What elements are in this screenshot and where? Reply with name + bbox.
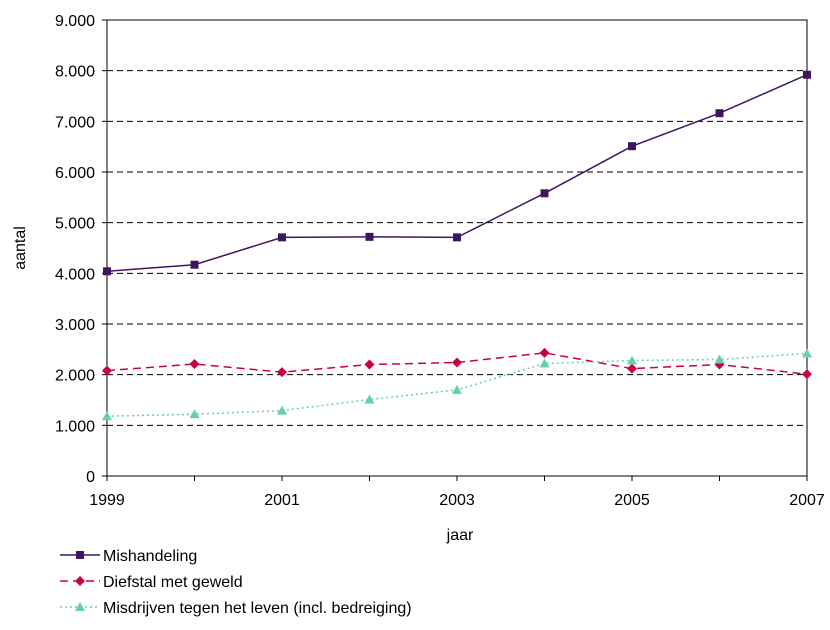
legend-marker [75, 576, 85, 586]
data-point [103, 267, 111, 276]
gridlines [107, 70, 807, 426]
series-line [106, 352, 808, 375]
y-tick-label: 0 [86, 469, 95, 486]
data-point [364, 394, 375, 404]
y-tick-label: 5.000 [55, 216, 95, 233]
data-point [452, 357, 462, 368]
legend-label: Mishandeling [103, 548, 197, 565]
legend-item: Misdrijven tegen het leven (incl. bedrei… [60, 600, 412, 617]
legend: Mishandeling Diefstal met geweld Misdrijve… [60, 548, 412, 617]
data-point [802, 348, 812, 358]
data-point [627, 355, 637, 365]
x-tick-label: 2007 [789, 492, 825, 509]
series-layer [102, 70, 812, 421]
y-tick-label: 4.000 [55, 266, 95, 283]
data-point [189, 359, 200, 370]
y-tick-label: 6.000 [55, 165, 95, 182]
x-tick-label: 2005 [614, 492, 650, 509]
data-point [102, 365, 112, 376]
series-line [106, 74, 808, 273]
x-axis-title: jaar [446, 527, 474, 544]
y-tick-label: 7.000 [55, 114, 95, 131]
legend-label: Diefstal met geweld [103, 574, 243, 591]
x-tick-label: 2003 [439, 492, 475, 509]
data-point [452, 384, 462, 394]
data-point [539, 347, 550, 358]
series-2 [102, 347, 812, 380]
legend-marker [76, 551, 84, 559]
y-axis-title: aantal [12, 226, 29, 270]
data-point [627, 363, 637, 374]
data-point [540, 189, 549, 198]
x-tick-label: 2001 [264, 492, 300, 509]
data-point [102, 411, 112, 421]
series-3 [102, 348, 812, 421]
data-point [628, 142, 636, 151]
legend-label: Misdrijven tegen het leven (incl. bedrei… [103, 600, 412, 617]
x-axis: 1999 2001 2003 2005 2007 [89, 476, 825, 509]
data-point [715, 109, 724, 118]
data-point [364, 359, 375, 370]
data-point [277, 367, 287, 378]
y-tick-label: 8.000 [55, 64, 95, 81]
x-tick-label: 1999 [89, 492, 125, 509]
data-point [190, 260, 199, 269]
y-tick-label: 2.000 [55, 368, 95, 385]
data-point [278, 233, 286, 242]
series-1 [103, 70, 811, 276]
data-point [539, 358, 550, 368]
data-point [802, 369, 812, 380]
data-point [277, 405, 287, 415]
data-point [189, 409, 200, 419]
y-tick-label: 1.000 [55, 418, 95, 435]
data-point [453, 233, 461, 242]
legend-marker [75, 602, 85, 611]
y-axis: 0 1.000 2.000 3.000 4.000 5.000 6.000 7.000 8.00… [55, 13, 107, 486]
y-tick-label: 9.000 [55, 13, 95, 30]
data-point [365, 232, 374, 241]
data-point [714, 354, 725, 364]
y-tick-label: 3.000 [55, 317, 95, 334]
data-point [803, 70, 811, 79]
plot-area [106, 19, 808, 477]
legend-item: Diefstal met geweld [60, 574, 243, 591]
legend-item: Mishandeling [60, 548, 197, 565]
